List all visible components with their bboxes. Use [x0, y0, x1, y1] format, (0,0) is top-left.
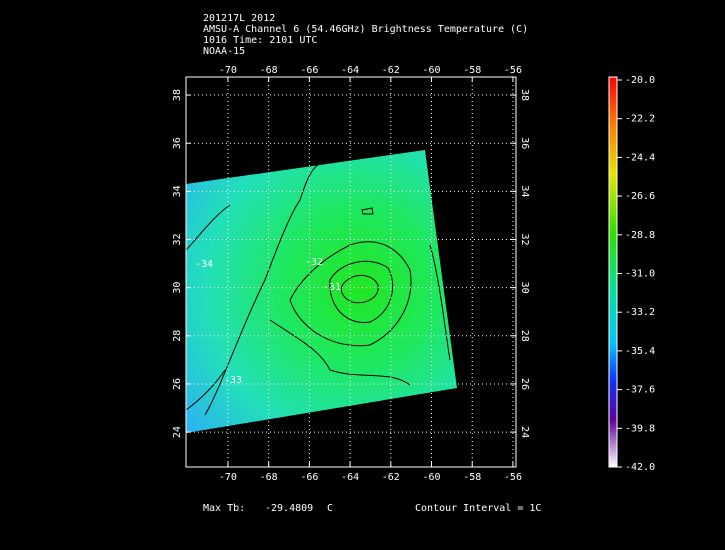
contour-label: -33: [224, 375, 242, 386]
x-tick-label: -60: [422, 472, 440, 483]
contour: [340, 274, 379, 304]
title-line: 201217L 2012: [203, 13, 275, 24]
brightness-field: [186, 150, 457, 433]
footer-label: Max Tb:: [203, 503, 245, 514]
colorbar-label: -24.4: [625, 152, 655, 163]
y-tick-label: 36: [519, 137, 530, 149]
x-tick-label: -56: [504, 472, 522, 483]
y-tick-label: 30: [172, 282, 183, 294]
x-tick-label: -68: [260, 472, 278, 483]
contour: [186, 369, 226, 411]
y-tick-label: 38: [519, 89, 530, 101]
y-tick-label: 34: [172, 185, 183, 197]
x-tick-label: -66: [300, 472, 318, 483]
swath: [186, 150, 457, 433]
x-tick-label: -56: [504, 65, 522, 76]
x-tick-label: -64: [341, 65, 359, 76]
colorbar-label: -20.0: [625, 75, 655, 86]
title-line: AMSU-A Channel 6 (54.46GHz) Brightness T…: [203, 24, 528, 35]
x-tick-label: -60: [422, 65, 440, 76]
contour-label: -34: [195, 259, 213, 270]
y-tick-label: 32: [172, 233, 183, 245]
x-tick-label: -70: [219, 65, 237, 76]
footer-contour: Contour Interval = 1C: [415, 503, 541, 514]
x-tick-label: -62: [382, 472, 400, 483]
contour: [289, 241, 412, 347]
footer-value: -29.4809: [265, 503, 313, 514]
colorbar-label: -22.2: [625, 114, 655, 125]
y-tick-label: 28: [172, 330, 183, 342]
y-tick-label: 38: [172, 89, 183, 101]
y-tick-label: 34: [519, 185, 530, 197]
footer-unit: C: [327, 503, 333, 514]
x-tick-label: -68: [260, 65, 278, 76]
y-tick-label: 32: [519, 233, 530, 245]
contour: [429, 244, 451, 361]
map-frame: [185, 76, 517, 468]
colorbar-label: -39.8: [625, 423, 655, 434]
y-tick-label: 28: [519, 330, 530, 342]
colorbar-label: -31.0: [625, 269, 655, 280]
y-tick-label: 26: [519, 378, 530, 390]
colorbar-label: -33.2: [625, 307, 655, 318]
colorbar-label: -37.6: [625, 385, 655, 396]
colorbar-label: -28.8: [625, 230, 655, 241]
contour-label: -32: [305, 257, 323, 268]
x-tick-label: -58: [463, 472, 481, 483]
colorbar-label: -35.4: [625, 346, 655, 357]
y-tick-label: 30: [519, 282, 530, 294]
y-tick-label: 36: [172, 137, 183, 149]
title-line: NOAA-15: [203, 46, 245, 57]
x-tick-label: -70: [219, 472, 237, 483]
y-tick-label: 24: [519, 426, 530, 438]
contour: [204, 164, 319, 416]
x-tick-label: -58: [463, 65, 481, 76]
contour-label: -31: [323, 282, 341, 293]
x-tick-label: -64: [341, 472, 359, 483]
title-line: 1016 Time: 2101 UTC: [203, 35, 317, 46]
colorbar-label: -26.6: [625, 191, 655, 202]
contour: [361, 207, 374, 215]
colorbar-label: -42.0: [625, 462, 655, 473]
y-tick-label: 26: [172, 378, 183, 390]
contour: [186, 204, 231, 251]
colorbar: [608, 76, 618, 468]
y-tick-label: 24: [172, 426, 183, 438]
x-tick-label: -66: [300, 65, 318, 76]
x-tick-label: -62: [382, 65, 400, 76]
